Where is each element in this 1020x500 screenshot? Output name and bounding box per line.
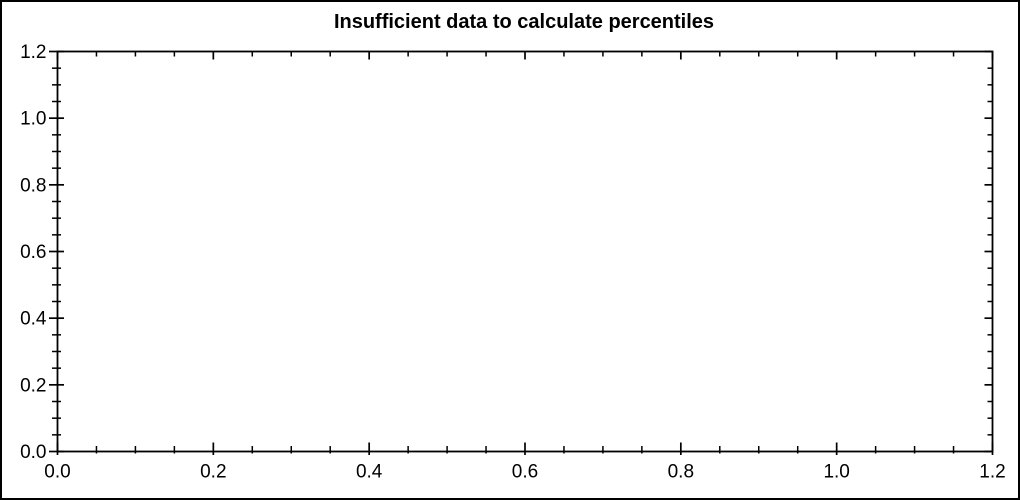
chart-title: Insufficient data to calculate percentil… (334, 11, 714, 33)
y-tick-label: 0.0 (20, 442, 46, 463)
y-tick-label: 0.4 (20, 309, 47, 330)
y-tick-label: 0.6 (20, 242, 46, 263)
y-tick-label: 1.2 (20, 42, 46, 63)
x-tick-label: 0.0 (44, 462, 70, 483)
y-tick-label: 0.2 (20, 375, 46, 396)
x-tick-label: 1.0 (823, 462, 849, 483)
x-tick-label: 0.8 (668, 462, 694, 483)
axes-layer: 0.0 0.2 0.4 0.6 0.8 1.0 1.2 0.0 0.2 0.4 0.6 0.8 1.0 1… (20, 42, 1006, 483)
x-tick-label: 0.4 (356, 462, 383, 483)
x-tick-label: 1.2 (979, 462, 1005, 483)
x-tick-label: 0.6 (512, 462, 538, 483)
y-tick-label: 0.8 (20, 175, 46, 196)
y-tick-label: 1.0 (20, 109, 46, 130)
x-tick-label: 0.2 (200, 462, 226, 483)
plot-frame (56, 50, 994, 453)
